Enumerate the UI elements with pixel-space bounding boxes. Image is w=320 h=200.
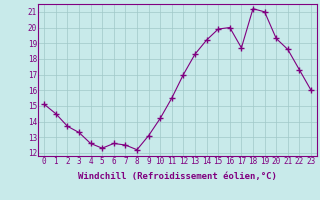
X-axis label: Windchill (Refroidissement éolien,°C): Windchill (Refroidissement éolien,°C) (78, 172, 277, 181)
